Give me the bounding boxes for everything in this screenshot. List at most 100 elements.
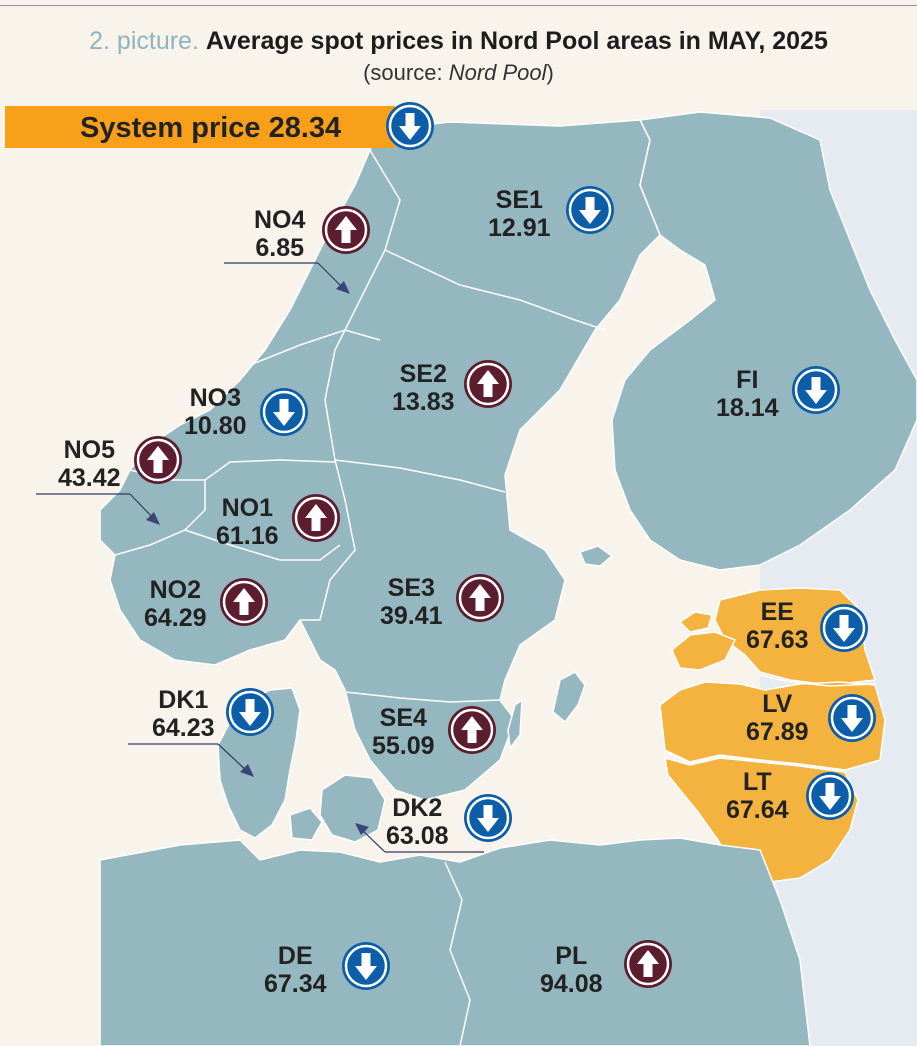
saaremaa-island bbox=[671, 631, 736, 671]
oland-island bbox=[507, 699, 523, 749]
area-label-no3: NO3 10.80 bbox=[184, 384, 247, 440]
area-price: 10.80 bbox=[184, 412, 247, 440]
hiiumaa-island bbox=[679, 611, 713, 633]
area-code: FI bbox=[736, 366, 759, 394]
area-code: NO4 bbox=[254, 206, 306, 234]
area-price: 43.42 bbox=[58, 464, 121, 492]
arrow-down-icon bbox=[260, 388, 308, 436]
area-code: LT bbox=[742, 768, 772, 796]
top-rule bbox=[0, 5, 917, 6]
figure-source: (source: Nord Pool) bbox=[0, 60, 917, 86]
area-price: 55.09 bbox=[372, 732, 435, 760]
arrow-down-icon bbox=[226, 688, 274, 736]
figure-title: 2. picture. Average spot prices in Nord … bbox=[0, 26, 917, 56]
arrow-down-icon bbox=[342, 942, 390, 990]
area-price: 18.14 bbox=[716, 394, 779, 422]
no1-no2-border bbox=[184, 529, 341, 561]
funen-island bbox=[289, 807, 323, 841]
arrow-down-icon bbox=[792, 366, 840, 414]
area-code: DE bbox=[277, 942, 313, 970]
area-price: 94.08 bbox=[540, 970, 603, 998]
area-code: DK2 bbox=[392, 794, 443, 822]
zealand-island bbox=[319, 774, 386, 843]
area-price: 67.34 bbox=[264, 970, 327, 998]
arrow-up-icon bbox=[624, 940, 672, 988]
area-price: 6.85 bbox=[255, 234, 305, 262]
lv-lt-border bbox=[664, 751, 846, 773]
arrow-up-icon bbox=[134, 436, 182, 484]
area-code: NO3 bbox=[189, 384, 241, 412]
leader-line-dk2 bbox=[355, 823, 484, 853]
no-se-border bbox=[300, 149, 401, 621]
source-suffix: ) bbox=[546, 60, 554, 85]
system-price-label: System price 28.34 bbox=[80, 112, 342, 144]
arrow-down-icon bbox=[566, 186, 614, 234]
area-code: NO1 bbox=[221, 494, 273, 522]
aland-island bbox=[579, 545, 613, 567]
area-label-de: DE 67.34 bbox=[264, 942, 327, 998]
leader-line-no4 bbox=[224, 262, 350, 294]
arrow-down-icon bbox=[386, 102, 434, 150]
arrow-up-icon bbox=[448, 706, 496, 754]
arrow-down-icon bbox=[820, 604, 868, 652]
area-price: 13.83 bbox=[392, 388, 455, 416]
area-code: NO5 bbox=[63, 436, 115, 464]
area-code: NO2 bbox=[149, 576, 201, 604]
arrow-up-icon bbox=[292, 494, 340, 542]
area-code: SE1 bbox=[495, 186, 543, 214]
arrow-down-icon bbox=[806, 772, 854, 820]
area-label-fi: FI 18.14 bbox=[716, 366, 779, 422]
de-pl-border bbox=[444, 861, 471, 1046]
arrow-down-icon bbox=[464, 794, 512, 842]
area-price: 39.41 bbox=[380, 602, 443, 630]
ee-lv-border bbox=[759, 674, 876, 687]
se1-se2-border bbox=[384, 249, 606, 331]
area-label-ee: EE 67.63 bbox=[746, 598, 809, 654]
se3-se4-border bbox=[344, 691, 501, 703]
area-label-lv: LV 67.89 bbox=[746, 690, 809, 746]
area-label-no4: NO4 6.85 bbox=[254, 206, 305, 262]
area-price: 64.29 bbox=[144, 604, 207, 632]
gotland-island bbox=[552, 671, 586, 723]
area-label-se2: SE2 13.83 bbox=[392, 360, 455, 416]
area-label-se4: SE4 55.09 bbox=[372, 704, 435, 760]
arrow-up-icon bbox=[220, 578, 268, 626]
area-label-no1: NO1 61.16 bbox=[216, 494, 279, 550]
leader-line-dk1 bbox=[128, 743, 254, 777]
area-code: SE3 bbox=[387, 574, 435, 602]
area-label-pl: PL 94.08 bbox=[540, 942, 603, 998]
source-name: Nord Pool bbox=[448, 60, 547, 85]
area-code: LV bbox=[762, 690, 793, 718]
area-price: 61.16 bbox=[216, 522, 279, 550]
leader-line-no5 bbox=[36, 493, 160, 525]
se2-se3-border bbox=[334, 459, 506, 493]
area-label-no2: NO2 64.29 bbox=[144, 576, 207, 632]
area-code: EE bbox=[760, 598, 794, 626]
area-code: DK1 bbox=[158, 686, 209, 714]
area-label-dk1: DK1 64.23 bbox=[152, 686, 215, 742]
fi-se1-border bbox=[639, 119, 661, 236]
area-label-dk2: DK2 63.08 bbox=[386, 794, 449, 850]
arrow-up-icon bbox=[464, 360, 512, 408]
no4-no3-border bbox=[249, 329, 381, 366]
area-price: 67.64 bbox=[726, 796, 789, 824]
system-price-bar bbox=[5, 106, 395, 148]
area-price: 64.23 bbox=[152, 714, 215, 742]
picture-label: 2. picture. bbox=[89, 27, 199, 55]
area-code: SE2 bbox=[399, 360, 447, 388]
area-price: 67.89 bbox=[746, 718, 809, 746]
arrow-down-icon bbox=[828, 694, 876, 742]
area-price: 67.63 bbox=[746, 626, 809, 654]
area-price: 63.08 bbox=[386, 822, 449, 850]
area-label-lt: LT 67.64 bbox=[726, 768, 789, 824]
area-label-se3: SE3 39.41 bbox=[380, 574, 443, 630]
area-price: 12.91 bbox=[488, 214, 551, 242]
arrow-up-icon bbox=[322, 206, 370, 254]
source-prefix: (source: bbox=[363, 60, 449, 85]
finland-land bbox=[611, 111, 917, 571]
area-code: SE4 bbox=[379, 704, 427, 732]
title-text: Average spot prices in Nord Pool areas i… bbox=[205, 27, 828, 55]
arrow-up-icon bbox=[456, 574, 504, 622]
